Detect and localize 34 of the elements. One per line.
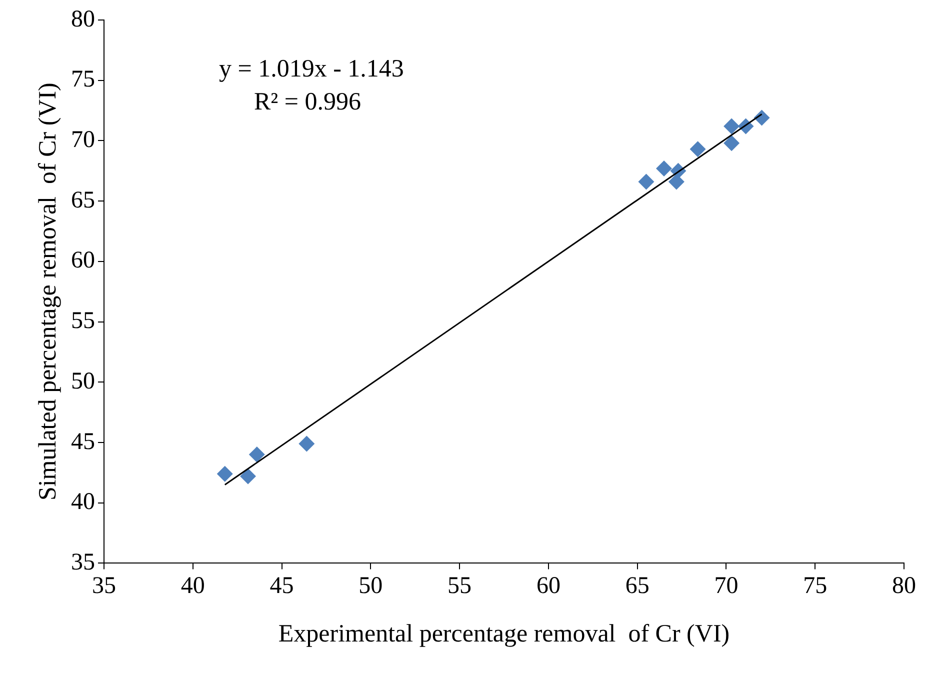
x-tick-label: 35: [92, 572, 116, 599]
point: [724, 135, 740, 152]
y-tick-label: 60: [71, 248, 95, 274]
point: [690, 141, 706, 158]
y-tick-label: 70: [71, 127, 95, 154]
point: [216, 466, 233, 482]
point: [248, 446, 265, 463]
x-tick-label: 40: [180, 572, 205, 599]
x-tick-label: 65: [625, 572, 650, 599]
point: [724, 118, 740, 134]
annotation: R² = 0.996: [254, 88, 362, 116]
x-tick-label: 80: [892, 572, 916, 599]
point: [298, 436, 315, 452]
y-tick-label: 45: [71, 428, 95, 455]
point: [668, 174, 684, 190]
point: [240, 468, 256, 484]
x-tick-label: 50: [358, 572, 383, 599]
x-tick-label: 55: [448, 572, 472, 599]
point: [638, 174, 654, 190]
x-axis-title: Experimental percentage removal of Cr (VI): [278, 620, 730, 648]
y-tick-label: 40: [71, 489, 95, 516]
y-tick-label: 80: [71, 6, 95, 32]
x-tick-label: 45: [270, 572, 294, 599]
x-tick-label: 60: [536, 572, 560, 599]
y-tick-label: 65: [71, 187, 95, 214]
y-tick-label: 35: [71, 549, 95, 576]
y-tick-label: 50: [71, 368, 95, 394]
x-tick-label: 75: [803, 572, 828, 599]
annotation: y = 1.019x - 1.143: [219, 56, 404, 83]
y-tick-label: 75: [71, 66, 95, 93]
x-tick-label: 70: [714, 572, 738, 599]
y-axis-title: Simulated percentage removal of Cr (VI): [34, 82, 62, 501]
point: [656, 160, 672, 176]
y-tick-label: 55: [71, 308, 95, 334]
